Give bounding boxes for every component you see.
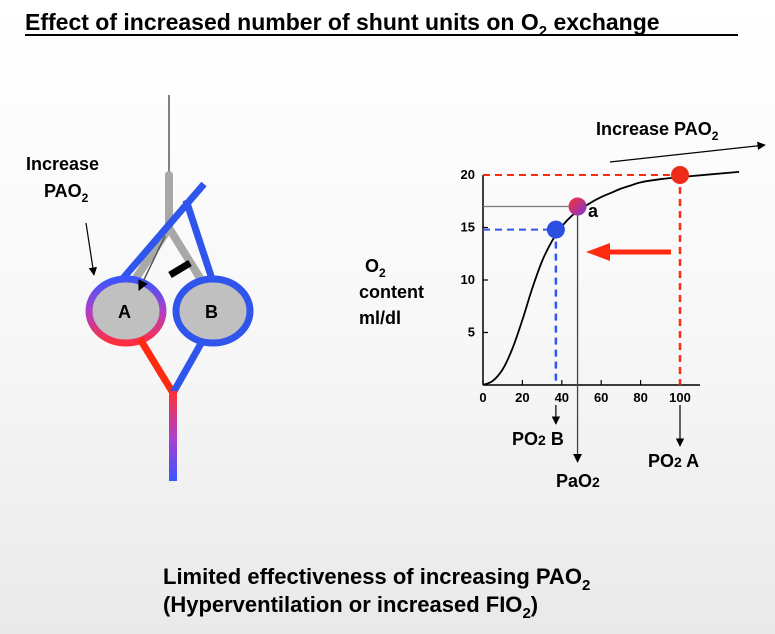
- po2b-sub: 2: [538, 432, 546, 448]
- curve-points: [546, 166, 689, 239]
- conclusion-2-end: ): [531, 592, 538, 617]
- y-ticks: 5 10 15 20: [461, 167, 488, 340]
- pao2-label: PaO2: [556, 471, 600, 491]
- conclusion-line-2: (Hyperventilation or increased FIO2): [163, 592, 538, 622]
- blue-vessel-from-b: [169, 338, 207, 395]
- conclusion-2-sub: 2: [522, 605, 530, 622]
- airway-arrow-a: [138, 235, 166, 291]
- slide-title: Effect of increased number of shunt unit…: [25, 9, 660, 40]
- y-tick-label: 20: [461, 167, 475, 182]
- obstruction-bar: [168, 259, 192, 279]
- point-a-label: a: [588, 201, 599, 221]
- increase-pao2-sub: 2: [712, 129, 719, 143]
- title-end: exchange: [547, 9, 660, 35]
- po2a-end: A: [682, 451, 699, 471]
- curve-point-a: [568, 197, 587, 216]
- y-axis-label-units: ml/dl: [359, 308, 401, 328]
- red-vessel-from-a: [137, 337, 176, 395]
- increase-pao2-label-left: Increase: [26, 154, 99, 174]
- x-tick-label: 80: [633, 390, 647, 405]
- pao2-label-sub: 2: [592, 474, 600, 490]
- title-main: Effect of increased number of shunt unit…: [25, 9, 539, 35]
- y-tick-label: 5: [468, 325, 475, 340]
- conclusion-2-main: (Hyperventilation or increased FIO: [163, 592, 522, 617]
- alveolus-a: [85, 275, 167, 347]
- increase-arrow-left: [85, 222, 98, 276]
- alveolus-b: [172, 275, 254, 347]
- pao2-main: PAO: [44, 181, 82, 201]
- title-subscript: 2: [539, 23, 547, 40]
- ylabel-o: O: [365, 256, 379, 276]
- x-tick-label: 0: [479, 390, 486, 405]
- pao2-label-main: PaO: [556, 471, 592, 491]
- x-tick-label: 40: [555, 390, 569, 405]
- increase-pao2-main: Increase PAO: [596, 119, 712, 139]
- guide-lines: [483, 174, 685, 463]
- mixed-trunk-vessel: [169, 391, 177, 481]
- po2b-main: PO: [512, 429, 538, 449]
- increase-pao2-label-right: Increase PAO2: [596, 119, 719, 143]
- conclusion-line-1: Limited effectiveness of increasing PAO2: [163, 564, 590, 594]
- y-tick-label: 10: [461, 272, 475, 287]
- x-tick-label: 100: [669, 390, 691, 405]
- red-shift-arrow: [586, 243, 671, 261]
- x-tick-label: 20: [515, 390, 529, 405]
- y-axis-label-content: content: [359, 282, 424, 302]
- y-tick-label: 15: [461, 220, 475, 235]
- pao2-subscript: 2: [82, 191, 89, 205]
- conclusion-1-sub: 2: [582, 577, 590, 594]
- increase-line1: Increase: [26, 154, 99, 174]
- increase-pao2-label-left-2: PAO2: [44, 181, 89, 205]
- ylabel-sub: 2: [379, 266, 386, 280]
- dissociation-curve: [482, 170, 740, 386]
- conclusion-1-main: Limited effectiveness of increasing PAO: [163, 564, 582, 589]
- po2b-end: B: [546, 429, 564, 449]
- increase-arrow-right: [609, 141, 766, 163]
- po2a-sub: 2: [674, 454, 682, 470]
- shunt-unit-diagram: A B Increase PAO2: [26, 95, 254, 481]
- alveolus-b-label: B: [205, 302, 218, 322]
- x-ticks: 0 20 40 60 80 100: [479, 380, 691, 405]
- x-tick-label: 60: [594, 390, 608, 405]
- po2b-label: PO2 B: [512, 429, 564, 449]
- alveolus-a-label: A: [118, 302, 131, 322]
- po2a-main: PO: [648, 451, 674, 471]
- curve-point-po2-b: [546, 220, 565, 239]
- curve-point-po2-a: [671, 166, 689, 184]
- blue-vessel-right: [182, 198, 217, 284]
- po2a-label: PO2 A: [648, 451, 699, 471]
- y-axis-label-o2: O2: [365, 256, 386, 280]
